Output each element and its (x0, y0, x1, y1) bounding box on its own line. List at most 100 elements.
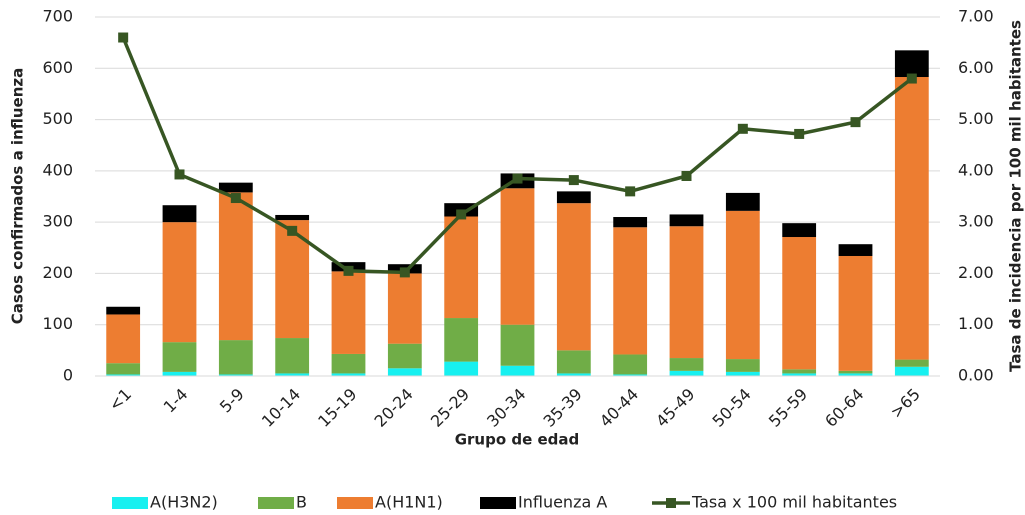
bar-segment (106, 363, 141, 375)
legend-swatch (258, 497, 294, 509)
y-tick-label: 600 (42, 58, 73, 77)
bar-segment (106, 306, 141, 315)
bar-segment (613, 227, 648, 355)
bar-segment (838, 255, 873, 371)
legend-label: Tasa x 100 mil habitantes (691, 493, 897, 512)
x-tick-label: 60-64 (821, 385, 867, 431)
rate-marker (794, 128, 805, 139)
rate-marker (287, 225, 298, 236)
y2-axis-title: Tasa de incidencia por 100 mil habitante… (1007, 20, 1025, 372)
bar-segment (106, 374, 141, 376)
bar-segment (894, 359, 929, 367)
bar-segment (162, 371, 197, 376)
bar-segment (613, 374, 648, 376)
x-tick-label: 30-34 (483, 385, 529, 431)
bar-segment (669, 226, 704, 359)
y-tick-label: 700 (42, 7, 73, 26)
y-tick-label: 500 (42, 109, 73, 128)
bar-segment (838, 244, 873, 256)
x-tick-label: 55-59 (765, 385, 811, 431)
bar-segment (387, 368, 422, 376)
bar-segment (894, 50, 929, 78)
bar-segment (556, 191, 591, 204)
legend-label: Influenza A (518, 493, 607, 512)
y2-tick-label: 1.00 (958, 314, 994, 333)
bar-segment (894, 366, 929, 376)
bar-segment (556, 373, 591, 376)
rate-marker (625, 186, 636, 197)
bar-segment (218, 182, 253, 193)
bar-segment (838, 373, 873, 376)
x-tick-label: 45-49 (652, 385, 698, 431)
bar-segment (106, 314, 141, 364)
bar-segment (387, 343, 422, 369)
legend-swatch (480, 497, 516, 509)
rate-marker (230, 193, 241, 204)
bar-segment (669, 358, 704, 371)
bar-segment (725, 192, 760, 211)
bar-segment (444, 361, 479, 376)
x-tick-label: 15-19 (314, 385, 360, 431)
rate-marker (456, 209, 467, 220)
bar-segment (613, 354, 648, 375)
x-tick-label: >65 (887, 385, 924, 422)
bar-segment (669, 214, 704, 227)
bar-segment (387, 273, 422, 344)
y2-tick-label: 6.00 (958, 58, 994, 77)
x-axis-title: Grupo de edad (455, 431, 580, 449)
bar-segment (500, 188, 535, 325)
bar-segment (218, 340, 253, 375)
x-tick-label: 20-24 (371, 385, 417, 431)
x-tick-label: <1 (105, 385, 135, 415)
bar-segment (444, 318, 479, 362)
y2-tick-label: 2.00 (958, 263, 994, 282)
rate-marker (737, 123, 748, 134)
bar-segment (500, 324, 535, 366)
y2-tick-label: 4.00 (958, 160, 994, 179)
x-tick-label: 50-54 (709, 385, 755, 431)
y-tick-label: 400 (42, 160, 73, 179)
bar-segment (782, 237, 817, 370)
legend-label: B (296, 493, 307, 512)
rate-marker (118, 32, 129, 43)
bar-segment (275, 338, 310, 374)
bar-segment (725, 210, 760, 360)
bar-segment (838, 370, 873, 374)
y2-tick-label: 0.00 (958, 366, 994, 385)
x-tick-label: 40-44 (596, 385, 642, 431)
bar-segment (500, 365, 535, 376)
y-axis-title: Casos confirmados a influenza (9, 68, 27, 325)
bar-segment (218, 374, 253, 376)
bar-segment (556, 350, 591, 374)
bar-segment (613, 217, 648, 228)
y2-tick-label: 3.00 (958, 212, 994, 231)
bar-segment (275, 214, 310, 221)
y-tick-label: 300 (42, 212, 73, 231)
bar-segment (669, 370, 704, 376)
x-tick-label: 1-4 (160, 385, 192, 417)
bar-segment (275, 373, 310, 376)
bar-segment (556, 203, 591, 351)
legend-marker (666, 498, 676, 508)
legend-label: A(H3N2) (150, 493, 218, 512)
rate-marker (512, 173, 523, 184)
y-tick-label: 200 (42, 263, 73, 282)
y-tick-label: 0 (63, 366, 73, 385)
rate-marker (343, 265, 354, 276)
bar-segment (331, 373, 366, 376)
bar-segment (218, 192, 253, 341)
rate-marker (681, 170, 692, 181)
legend-label: A(H1N1) (375, 493, 443, 512)
y-tick-label: 100 (42, 314, 73, 333)
bar-segment (782, 369, 817, 374)
x-tick-label: 35-39 (540, 385, 586, 431)
bar-segment (725, 359, 760, 372)
rate-marker (399, 267, 410, 278)
rate-marker (850, 117, 861, 128)
bar-segment (162, 205, 197, 223)
rate-marker (174, 169, 185, 180)
bar-segment (162, 222, 197, 343)
rate-marker (906, 73, 917, 84)
